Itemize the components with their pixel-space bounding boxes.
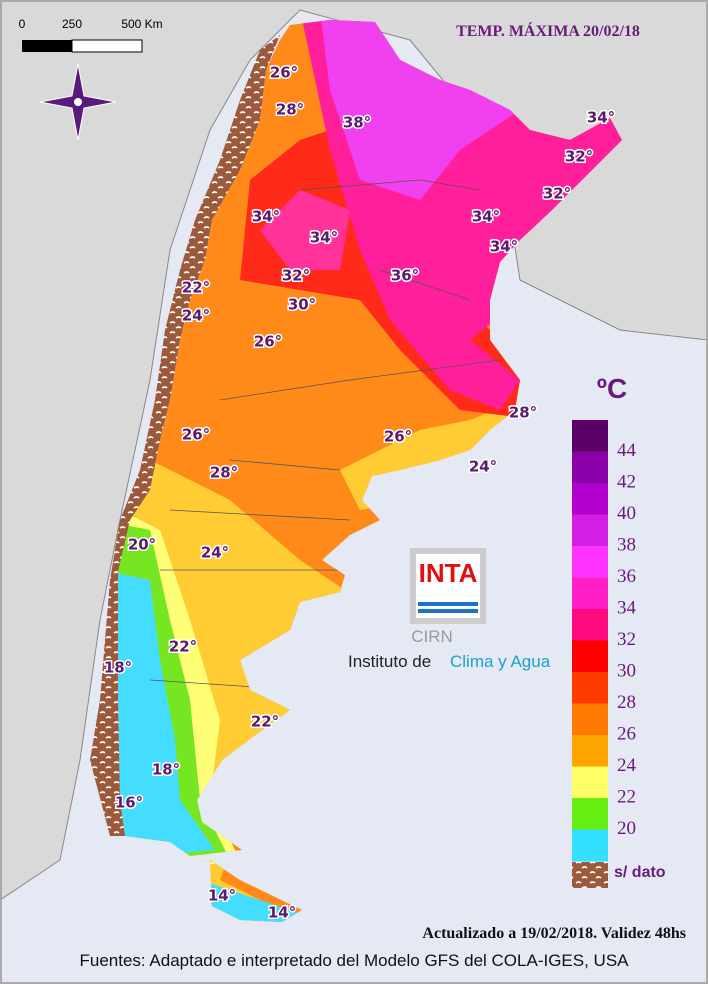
temperature-label: 14° xyxy=(268,904,296,922)
legend-label: 42 xyxy=(617,471,636,492)
inta-logo: INTA CIRN Instituto de Clima y Agua xyxy=(348,548,551,671)
legend-label: 38 xyxy=(617,534,636,555)
province-borders xyxy=(149,179,501,691)
scale-label: 0 xyxy=(19,17,26,31)
temperature-label: 26° xyxy=(384,428,412,446)
temperature-label: 28° xyxy=(210,464,238,482)
legend-swatch xyxy=(572,483,608,515)
legend-swatch xyxy=(572,514,608,547)
temperature-label: 26° xyxy=(254,333,282,351)
legend-swatch xyxy=(572,640,608,673)
temperature-label: 20° xyxy=(128,536,156,554)
legend-label: 24 xyxy=(617,755,637,776)
legend-label: 28 xyxy=(617,692,636,713)
legend-swatch xyxy=(572,577,608,610)
logo-institute-highlight: Clima y Agua xyxy=(450,652,551,671)
legend-label: 32 xyxy=(617,629,636,650)
temperature-label: 22° xyxy=(182,279,210,297)
temperature-label: 16° xyxy=(115,794,143,812)
updated-note: Actualizado a 19/02/2018. Validez 48hs xyxy=(422,925,686,942)
temperature-label: 34° xyxy=(252,208,280,226)
legend-swatch xyxy=(572,672,608,704)
legend-label: 30 xyxy=(617,660,636,681)
temperature-label: 22° xyxy=(169,638,197,656)
temperature-label: 34° xyxy=(490,238,518,256)
logo-unit: CIRN xyxy=(411,627,453,646)
legend-label: 44 xyxy=(617,440,637,461)
temperature-label: 24° xyxy=(469,458,497,476)
legend-swatch xyxy=(572,703,608,736)
temperature-label: 24° xyxy=(201,544,229,562)
legend-label: 22 xyxy=(617,786,636,807)
temperature-label: 34° xyxy=(472,208,500,226)
temperature-label: 18° xyxy=(152,761,180,779)
legend-swatch xyxy=(572,420,608,452)
legend-no-data-label: s/ dato xyxy=(614,864,666,881)
legend-label: 40 xyxy=(617,503,636,524)
temperature-label: 18° xyxy=(104,659,132,677)
legend-swatch xyxy=(572,546,608,578)
logo-brand: INTA xyxy=(419,558,478,588)
legend-swatch xyxy=(572,766,608,799)
legend-unit: ºC xyxy=(597,373,627,404)
no-data-strip xyxy=(90,35,280,836)
temperature-label: 26° xyxy=(182,426,210,444)
temperature-label: 28° xyxy=(509,404,537,422)
legend-label: 36 xyxy=(617,566,636,587)
temperature-label: 36° xyxy=(391,267,419,285)
temperature-label: 32° xyxy=(565,148,593,166)
legend-swatch xyxy=(572,798,608,830)
scale-bar xyxy=(22,40,72,52)
temperature-label: 24° xyxy=(182,307,210,325)
scale-label: 500 Km xyxy=(121,17,162,31)
logo-institute: Instituto de xyxy=(348,652,431,671)
legend-label: 20 xyxy=(617,818,636,839)
legend-no-data xyxy=(572,862,608,888)
temperature-label: 32° xyxy=(543,185,571,203)
legend-swatch xyxy=(572,735,608,767)
scale-bar xyxy=(71,39,143,53)
sources: Fuentes: Adaptado e interpretado del Mod… xyxy=(79,951,629,970)
temperature-label: 38° xyxy=(343,114,371,132)
temperature-label: 26° xyxy=(270,64,298,82)
temperature-label: 34° xyxy=(587,109,615,127)
temperature-label: 34° xyxy=(310,229,338,247)
legend-swatch xyxy=(572,451,608,484)
compass xyxy=(39,63,117,141)
temperature-label: 22° xyxy=(251,713,279,731)
temperature-label: 14° xyxy=(208,887,236,905)
temperature-label: 28° xyxy=(276,101,304,119)
legend-swatch xyxy=(572,829,608,862)
legend-label: 26 xyxy=(617,723,636,744)
title: TEMP. MÁXIMA 20/02/18 xyxy=(456,21,640,40)
scale-label: 250 xyxy=(62,17,82,31)
legend-swatch xyxy=(572,609,608,641)
temperature-label: 30° xyxy=(288,296,316,314)
temperature-label: 32° xyxy=(282,267,310,285)
legend-label: 34 xyxy=(617,597,637,618)
